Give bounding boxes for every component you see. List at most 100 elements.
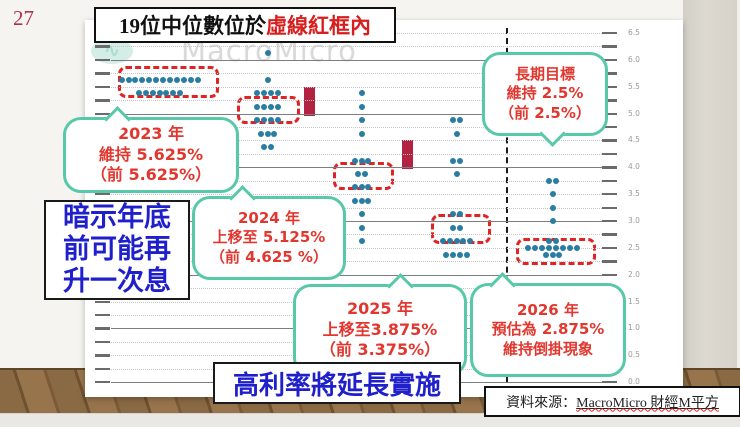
projection-dot xyxy=(443,251,450,258)
source-link[interactable]: MacroMicro 財經M平方 xyxy=(576,392,719,412)
callout-2025-line3: （前 3.375%） xyxy=(319,340,441,360)
axis-tick xyxy=(95,354,110,357)
projection-dot xyxy=(274,117,281,124)
axis-tick xyxy=(95,367,110,371)
callout-2023-line2: 維持 5.625% xyxy=(98,144,204,164)
projection-dot xyxy=(358,117,365,124)
projection-dot xyxy=(460,238,467,245)
projection-dot xyxy=(149,90,156,97)
projection-dot xyxy=(450,224,457,231)
callout-2025: 2025 年 上移至3.875% （前 3.375%） xyxy=(293,273,467,376)
projection-dot xyxy=(358,184,365,191)
axis-tick xyxy=(602,166,617,169)
projection-dot xyxy=(457,211,463,218)
projection-dot xyxy=(173,76,180,83)
axis-tick xyxy=(602,260,617,263)
projection-dot xyxy=(457,157,463,164)
projection-dot xyxy=(542,251,549,258)
projection-dot xyxy=(358,211,365,218)
projection-dot xyxy=(467,238,474,245)
wall-edge xyxy=(737,0,740,427)
projection-dot xyxy=(446,238,453,245)
y-axis-label: 5.0 xyxy=(628,108,640,118)
longer-run-separator-line xyxy=(506,28,508,392)
y-axis-label: 0.5 xyxy=(628,350,640,360)
axis-tick xyxy=(602,233,617,236)
callout-2024: 2024 年 上移至 5.125% （前 4.625 %） xyxy=(192,185,346,280)
page-number: 27 xyxy=(13,6,34,30)
y-axis-label: 1.0 xyxy=(628,323,640,333)
axis-tick xyxy=(602,45,617,48)
callout-longterm-line1: 長期目標 xyxy=(514,64,575,83)
callout-longterm: 長期目標 維持 2.5% （前 2.5%） xyxy=(482,52,608,147)
projection-dot xyxy=(254,90,261,97)
axis-tick xyxy=(95,112,110,115)
y-axis-label: 3.5 xyxy=(628,189,640,199)
gridline xyxy=(111,153,602,155)
axis-tick xyxy=(602,219,617,223)
callout-2023: 2023 年 維持 5.625% （前 5.625%） xyxy=(63,106,239,193)
y-axis-label: 6.0 xyxy=(628,54,640,64)
projection-dot xyxy=(450,117,457,124)
projection-dot xyxy=(546,177,553,184)
projection-dot xyxy=(549,204,556,211)
axis-tick xyxy=(602,125,617,129)
callout-2026-line3: 維持倒掛現象 xyxy=(502,339,593,358)
projection-dot xyxy=(453,238,460,245)
gridline xyxy=(111,234,602,236)
gridline xyxy=(111,140,602,142)
projection-dot xyxy=(177,90,184,97)
projection-dot xyxy=(355,170,362,177)
gridline xyxy=(111,180,602,182)
projection-dot xyxy=(556,251,563,258)
callout-2025-line2: 上移至3.875% xyxy=(322,319,438,339)
note-higher-for-longer: 高利率將延長實施 xyxy=(213,362,461,404)
source-prefix: 資料來源： xyxy=(506,395,577,411)
callout-2024-line3: （前 4.625 %） xyxy=(210,247,328,266)
note-rate-hike-line3: 升一次息 xyxy=(63,265,171,296)
projection-dot xyxy=(132,76,139,83)
gridline xyxy=(111,46,602,48)
projection-dot xyxy=(264,130,271,137)
gridline xyxy=(111,274,602,276)
y-axis-label: 4.0 xyxy=(628,162,640,172)
projection-dot xyxy=(546,244,553,251)
projection-dot xyxy=(351,184,358,191)
projection-dot xyxy=(264,76,271,83)
gridline xyxy=(111,261,602,263)
projection-dot xyxy=(257,130,264,137)
projection-dot xyxy=(439,238,446,245)
projection-dot xyxy=(453,170,460,177)
callout-2024-line2: 上移至 5.125% xyxy=(212,228,326,247)
projection-dot xyxy=(365,184,372,191)
projection-dot xyxy=(566,244,573,251)
callout-2026: 2026 年 預估為 2.875% 維持倒掛現象 xyxy=(470,272,626,377)
axis-tick xyxy=(95,45,110,48)
projection-dot xyxy=(365,197,372,204)
wall-background xyxy=(683,0,737,378)
projection-dot xyxy=(553,177,559,184)
axis-tick xyxy=(602,58,617,62)
projection-dot xyxy=(450,211,457,218)
projection-dot xyxy=(160,76,166,83)
projection-dot xyxy=(268,144,274,151)
projection-dot xyxy=(118,76,125,83)
projection-dot xyxy=(525,244,532,251)
projection-dot xyxy=(358,238,365,245)
source-link-text[interactable]: MacroMicro 財經M平方 xyxy=(576,395,719,411)
projection-dot xyxy=(156,90,163,97)
projection-dot xyxy=(559,244,566,251)
projection-dot xyxy=(261,144,268,151)
projection-dot xyxy=(261,117,268,124)
callout-2023-line1: 2023 年 xyxy=(117,123,185,143)
axis-tick xyxy=(602,99,617,102)
callout-2024-line1: 2024 年 xyxy=(238,208,300,227)
note-rate-hike-line2: 前可能再 xyxy=(63,234,171,265)
axis-tick xyxy=(602,273,617,277)
gridline xyxy=(111,59,602,61)
projection-dot xyxy=(532,244,539,251)
axis-tick xyxy=(95,99,110,102)
projection-dot xyxy=(125,76,132,83)
projection-dot xyxy=(358,130,365,137)
axis-tick xyxy=(602,206,617,209)
